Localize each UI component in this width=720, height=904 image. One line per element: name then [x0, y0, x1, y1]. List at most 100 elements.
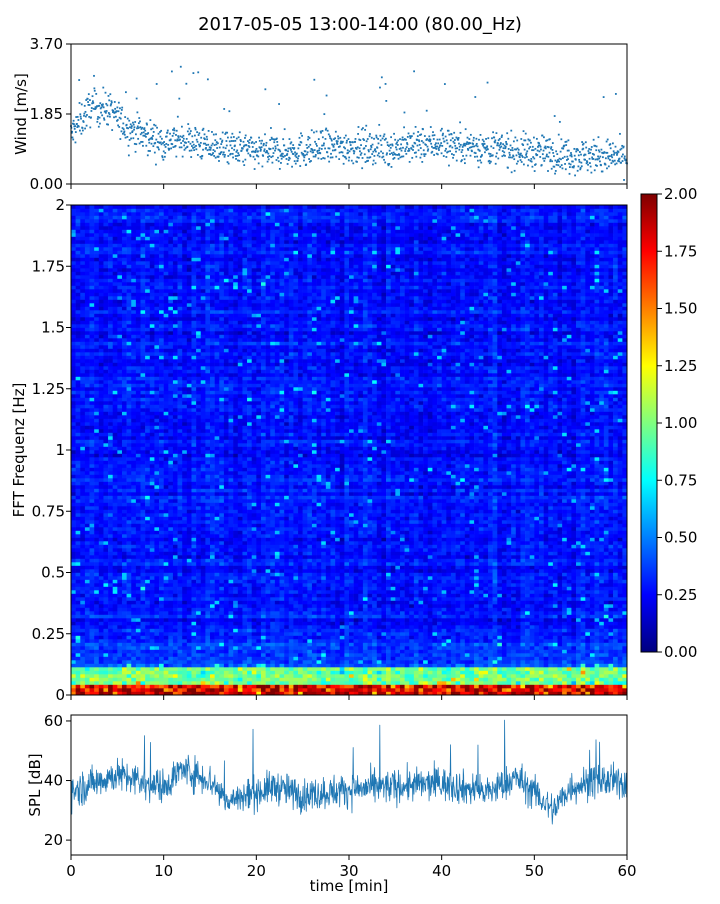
- spectrogram-cell: [469, 611, 474, 615]
- spectrogram-cell: [539, 636, 544, 640]
- spectrogram-cell: [71, 618, 76, 622]
- spectrogram-cell: [298, 604, 303, 608]
- wind-point: [496, 144, 498, 146]
- spectrogram-cell: [224, 611, 229, 615]
- spectrogram-cell: [210, 639, 215, 643]
- spectrogram-cell: [289, 646, 294, 650]
- spectrogram-cell: [548, 622, 553, 626]
- wind-point: [599, 151, 601, 153]
- spectrogram-cell: [317, 671, 322, 675]
- spectrogram-cell: [159, 639, 164, 643]
- spectrogram-cell: [284, 632, 289, 636]
- spectrogram-cell: [608, 636, 613, 640]
- wind-point: [588, 150, 590, 152]
- spectrogram-cell: [400, 625, 405, 629]
- spectrogram-cell: [381, 622, 386, 626]
- wind-point: [595, 159, 597, 161]
- wind-point: [501, 135, 503, 137]
- spectrogram-cell: [307, 657, 312, 661]
- spectrogram-cell: [497, 653, 502, 657]
- spectrogram-cell: [488, 681, 493, 685]
- spectrogram-cell: [599, 604, 604, 608]
- spectrogram-cell: [400, 597, 405, 601]
- spectrogram-cell: [131, 643, 136, 647]
- wind-point: [151, 138, 153, 140]
- spectrogram-cell: [215, 664, 220, 668]
- spectrogram-cell: [108, 604, 113, 608]
- spectrogram-cell: [442, 622, 447, 626]
- spectrogram-cell: [205, 636, 210, 640]
- wind-point: [600, 164, 602, 166]
- spectrogram-cell: [581, 629, 586, 633]
- spectrogram-cell: [391, 657, 396, 661]
- spectrogram-cell: [618, 685, 623, 689]
- spectrogram-cell: [182, 632, 187, 636]
- spectrogram-cell: [330, 657, 335, 661]
- spectrogram-cell: [284, 674, 289, 678]
- spectrogram-cell: [604, 674, 609, 678]
- spectrogram-cell: [233, 660, 238, 664]
- spectrogram-cell: [391, 646, 396, 650]
- spectrogram-cell: [395, 618, 400, 622]
- wind-point: [374, 148, 376, 150]
- wind-point: [384, 162, 386, 164]
- spectrogram-cell: [187, 667, 192, 671]
- wind-point: [363, 139, 365, 141]
- wind-point: [111, 129, 113, 131]
- wind-point: [581, 165, 583, 167]
- spectrogram-cell: [581, 646, 586, 650]
- spectrogram-cell: [284, 604, 289, 608]
- spectrogram-cell: [205, 632, 210, 636]
- spectrogram-cell: [108, 632, 113, 636]
- spectrogram-cell: [590, 653, 595, 657]
- spectrogram-cell: [474, 678, 479, 682]
- spectrogram-cell: [317, 653, 322, 657]
- spectrogram-cell: [497, 622, 502, 626]
- spectrogram-cell: [108, 681, 113, 685]
- spectrogram-cell: [280, 632, 285, 636]
- wind-point: [428, 135, 430, 137]
- spectrogram-cell: [451, 594, 456, 598]
- spectrogram-cell: [94, 632, 99, 636]
- spectrogram-cell: [317, 681, 322, 685]
- spectrogram-cell: [590, 646, 595, 650]
- spectrogram-cell: [238, 597, 243, 601]
- wind-point: [326, 151, 328, 153]
- spectrogram-cell: [326, 594, 331, 598]
- wind-point: [190, 156, 192, 158]
- spectrogram-cell: [460, 671, 465, 675]
- spectrogram-cell: [136, 608, 141, 612]
- wind-point: [446, 139, 448, 141]
- spectrogram-cell: [442, 653, 447, 657]
- wind-point: [311, 129, 313, 131]
- spectrogram-cell: [428, 653, 433, 657]
- spectrogram-cell: [363, 608, 368, 612]
- spectrogram-cell: [483, 636, 488, 640]
- spectrogram-cell: [150, 667, 155, 671]
- spectrogram-cell: [252, 688, 257, 692]
- spectrogram-cell: [400, 643, 405, 647]
- spectrogram-cell: [520, 636, 525, 640]
- spectrogram-cell: [377, 681, 382, 685]
- spectrogram-cell: [205, 674, 210, 678]
- wind-point: [547, 170, 549, 172]
- spectrogram-cell: [136, 653, 141, 657]
- spectrogram-cell: [493, 660, 498, 664]
- wind-point: [250, 137, 252, 139]
- spectrogram-cell: [164, 601, 169, 605]
- spectrogram-cell: [469, 608, 474, 612]
- spectrogram-cell: [168, 688, 173, 692]
- spectrogram-cell: [469, 639, 474, 643]
- spectrogram-cell: [312, 664, 317, 668]
- spectrogram-cell: [488, 671, 493, 675]
- spectrogram-cell: [154, 615, 159, 619]
- spectrogram-cell: [474, 622, 479, 626]
- spectrogram-cell: [558, 622, 563, 626]
- wind-point: [242, 161, 244, 163]
- spectrogram-cell: [252, 643, 257, 647]
- spectrogram-cell: [266, 657, 271, 661]
- spectrogram-cell: [293, 678, 298, 682]
- spectrogram-cell: [488, 632, 493, 636]
- spectrogram-cell: [618, 639, 623, 643]
- spectrogram-cell: [553, 685, 558, 689]
